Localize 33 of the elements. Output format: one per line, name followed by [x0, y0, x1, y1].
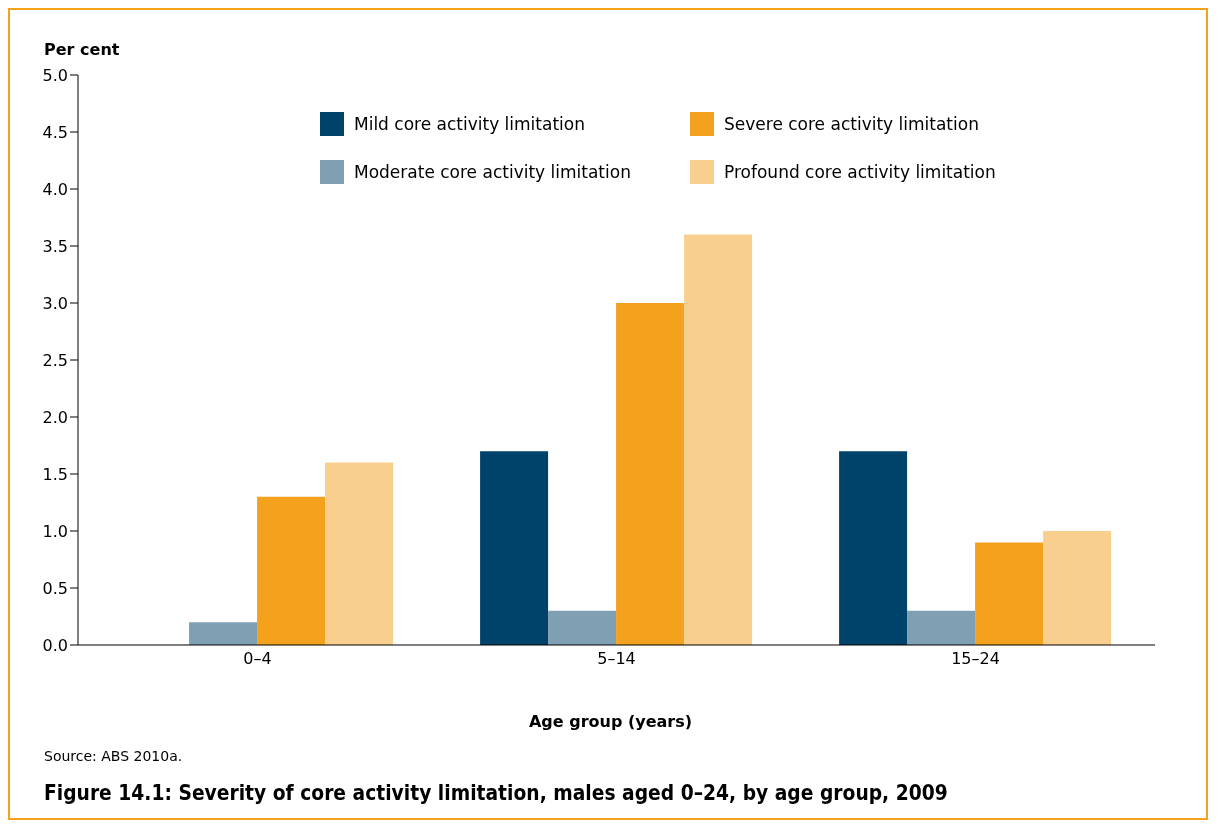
y-axis-title: Per cent	[44, 40, 120, 59]
x-tick-label: 0–4	[243, 649, 272, 669]
bar	[907, 610, 976, 645]
y-tick-label: 2.5	[42, 350, 68, 370]
x-axis-title: Age group (years)	[527, 712, 694, 731]
y-tick-label: 0.0	[42, 635, 68, 655]
bar	[548, 610, 617, 645]
y-tick-label: 1.5	[42, 464, 68, 484]
y-tick-label: 1.0	[42, 521, 68, 541]
bar	[839, 451, 908, 645]
y-tick-label: 2.0	[42, 407, 68, 427]
bar	[480, 451, 549, 645]
x-tick-label: 5–14	[597, 649, 636, 669]
y-tick-label: 5.0	[42, 65, 68, 85]
bar	[1043, 531, 1112, 645]
legend-label: Profound core activity limitation	[724, 162, 996, 182]
bar	[189, 622, 258, 645]
legend-label: Severe core activity limitation	[724, 114, 979, 134]
bar	[616, 303, 685, 645]
source-note: Source: ABS 2010a.	[44, 748, 183, 764]
bar	[257, 496, 326, 645]
y-tick-label: 0.5	[42, 578, 68, 598]
x-tick-label: 15–24	[951, 649, 1000, 669]
legend-label: Mild core activity limitation	[354, 114, 585, 134]
bar	[975, 542, 1044, 645]
y-tick-label: 3.0	[42, 293, 68, 313]
bar	[684, 234, 753, 645]
legend-label: Moderate core activity limitation	[354, 162, 631, 182]
y-tick-label: 3.5	[42, 236, 68, 256]
bar	[325, 462, 394, 645]
text: Figure 14.1: Severity of core activity limitation, males aged 0–24, by age group, 2009	[44, 780, 948, 805]
y-tick-label: 4.5	[42, 122, 68, 142]
y-tick-label: 4.0	[42, 179, 68, 199]
